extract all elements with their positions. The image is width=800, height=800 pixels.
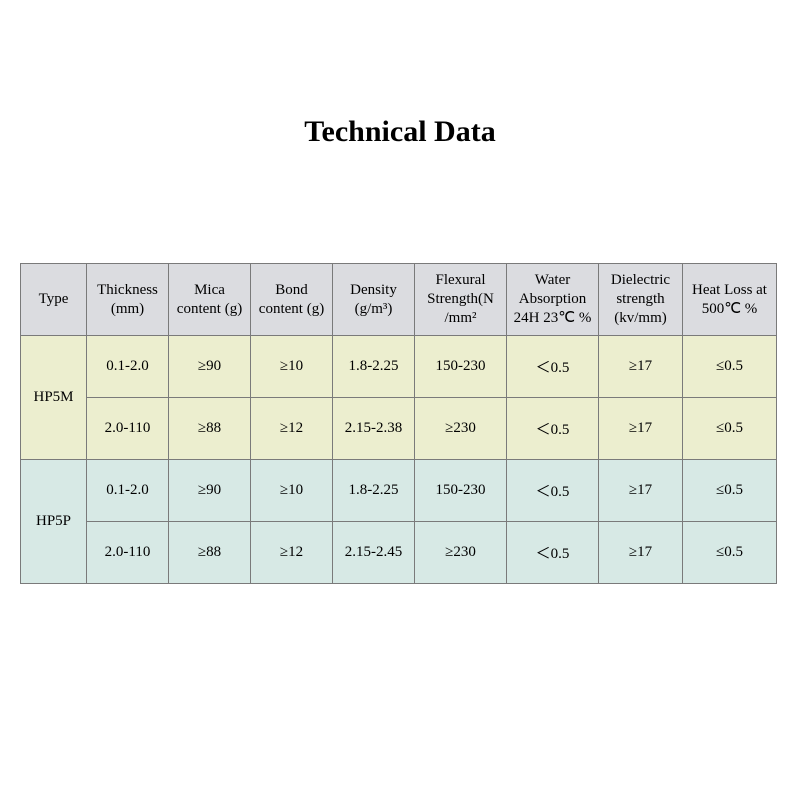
- cell-thickness: 0.1-2.0: [87, 460, 169, 522]
- table-body: HP5M0.1-2.0≥90≥101.8-2.25150-230＜0.5≥17≤…: [21, 336, 777, 584]
- cell-water: ＜0.5: [507, 522, 599, 584]
- page-root: Technical Data TypeThickness(mm)Micacont…: [0, 0, 800, 800]
- header-text: content (g): [171, 300, 248, 319]
- header-text: (g/m³): [335, 300, 412, 319]
- technical-data-table: TypeThickness(mm)Micacontent (g)Bondcont…: [20, 263, 777, 584]
- column-header-mica: Micacontent (g): [169, 264, 251, 336]
- cell-diel: ≥17: [599, 398, 683, 460]
- cell-bond: ≥10: [251, 460, 333, 522]
- cell-diel: ≥17: [599, 522, 683, 584]
- header-text: Bond: [253, 281, 330, 300]
- header-text: /mm²: [417, 309, 504, 328]
- table-row: HP5M0.1-2.0≥90≥101.8-2.25150-230＜0.5≥17≤…: [21, 336, 777, 398]
- cell-water: ＜0.5: [507, 398, 599, 460]
- column-header-water: WaterAbsorption24H 23℃ %: [507, 264, 599, 336]
- cell-diel: ≥17: [599, 336, 683, 398]
- header-text: Water: [509, 271, 596, 290]
- header-text: (kv/mm): [601, 309, 680, 328]
- cell-bond: ≥12: [251, 398, 333, 460]
- cell-mica: ≥88: [169, 398, 251, 460]
- cell-flex: 150-230: [415, 336, 507, 398]
- page-title: Technical Data: [0, 115, 800, 149]
- cell-bond: ≥10: [251, 336, 333, 398]
- header-text: Type: [23, 290, 84, 309]
- cell-heat: ≤0.5: [683, 522, 777, 584]
- cell-thickness: 0.1-2.0: [87, 336, 169, 398]
- cell-density: 1.8-2.25: [333, 336, 415, 398]
- header-text: Absorption: [509, 290, 596, 309]
- cell-flex: ≥230: [415, 398, 507, 460]
- column-header-type: Type: [21, 264, 87, 336]
- technical-data-table-wrap: TypeThickness(mm)Micacontent (g)Bondcont…: [20, 263, 776, 584]
- header-text: Mica: [171, 281, 248, 300]
- cell-density: 2.15-2.45: [333, 522, 415, 584]
- column-header-diel: Dielectricstrength(kv/mm): [599, 264, 683, 336]
- cell-density: 2.15-2.38: [333, 398, 415, 460]
- cell-thickness: 2.0-110: [87, 398, 169, 460]
- cell-flex: ≥230: [415, 522, 507, 584]
- cell-heat: ≤0.5: [683, 460, 777, 522]
- type-cell: HP5P: [21, 460, 87, 584]
- header-text: strength: [601, 290, 680, 309]
- cell-density: 1.8-2.25: [333, 460, 415, 522]
- cell-mica: ≥90: [169, 460, 251, 522]
- cell-mica: ≥88: [169, 522, 251, 584]
- type-cell: HP5M: [21, 336, 87, 460]
- header-text: content (g): [253, 300, 330, 319]
- column-header-thickness: Thickness(mm): [87, 264, 169, 336]
- table-row: 2.0-110≥88≥122.15-2.45≥230＜0.5≥17≤0.5: [21, 522, 777, 584]
- header-text: (mm): [89, 300, 166, 319]
- table-header: TypeThickness(mm)Micacontent (g)Bondcont…: [21, 264, 777, 336]
- column-header-density: Density(g/m³): [333, 264, 415, 336]
- table-row: HP5P0.1-2.0≥90≥101.8-2.25150-230＜0.5≥17≤…: [21, 460, 777, 522]
- column-header-flex: FlexuralStrength(N/mm²: [415, 264, 507, 336]
- header-text: Heat Loss at: [685, 281, 774, 300]
- column-header-bond: Bondcontent (g): [251, 264, 333, 336]
- header-text: Thickness: [89, 281, 166, 300]
- cell-thickness: 2.0-110: [87, 522, 169, 584]
- cell-water: ＜0.5: [507, 460, 599, 522]
- header-text: 500℃ %: [685, 300, 774, 319]
- header-text: Flexural: [417, 271, 504, 290]
- column-header-heat: Heat Loss at500℃ %: [683, 264, 777, 336]
- header-text: 24H 23℃ %: [509, 309, 596, 328]
- cell-mica: ≥90: [169, 336, 251, 398]
- table-row: 2.0-110≥88≥122.15-2.38≥230＜0.5≥17≤0.5: [21, 398, 777, 460]
- cell-flex: 150-230: [415, 460, 507, 522]
- table-header-row: TypeThickness(mm)Micacontent (g)Bondcont…: [21, 264, 777, 336]
- header-text: Density: [335, 281, 412, 300]
- cell-diel: ≥17: [599, 460, 683, 522]
- cell-heat: ≤0.5: [683, 398, 777, 460]
- cell-heat: ≤0.5: [683, 336, 777, 398]
- cell-water: ＜0.5: [507, 336, 599, 398]
- header-text: Strength(N: [417, 290, 504, 309]
- header-text: Dielectric: [601, 271, 680, 290]
- cell-bond: ≥12: [251, 522, 333, 584]
